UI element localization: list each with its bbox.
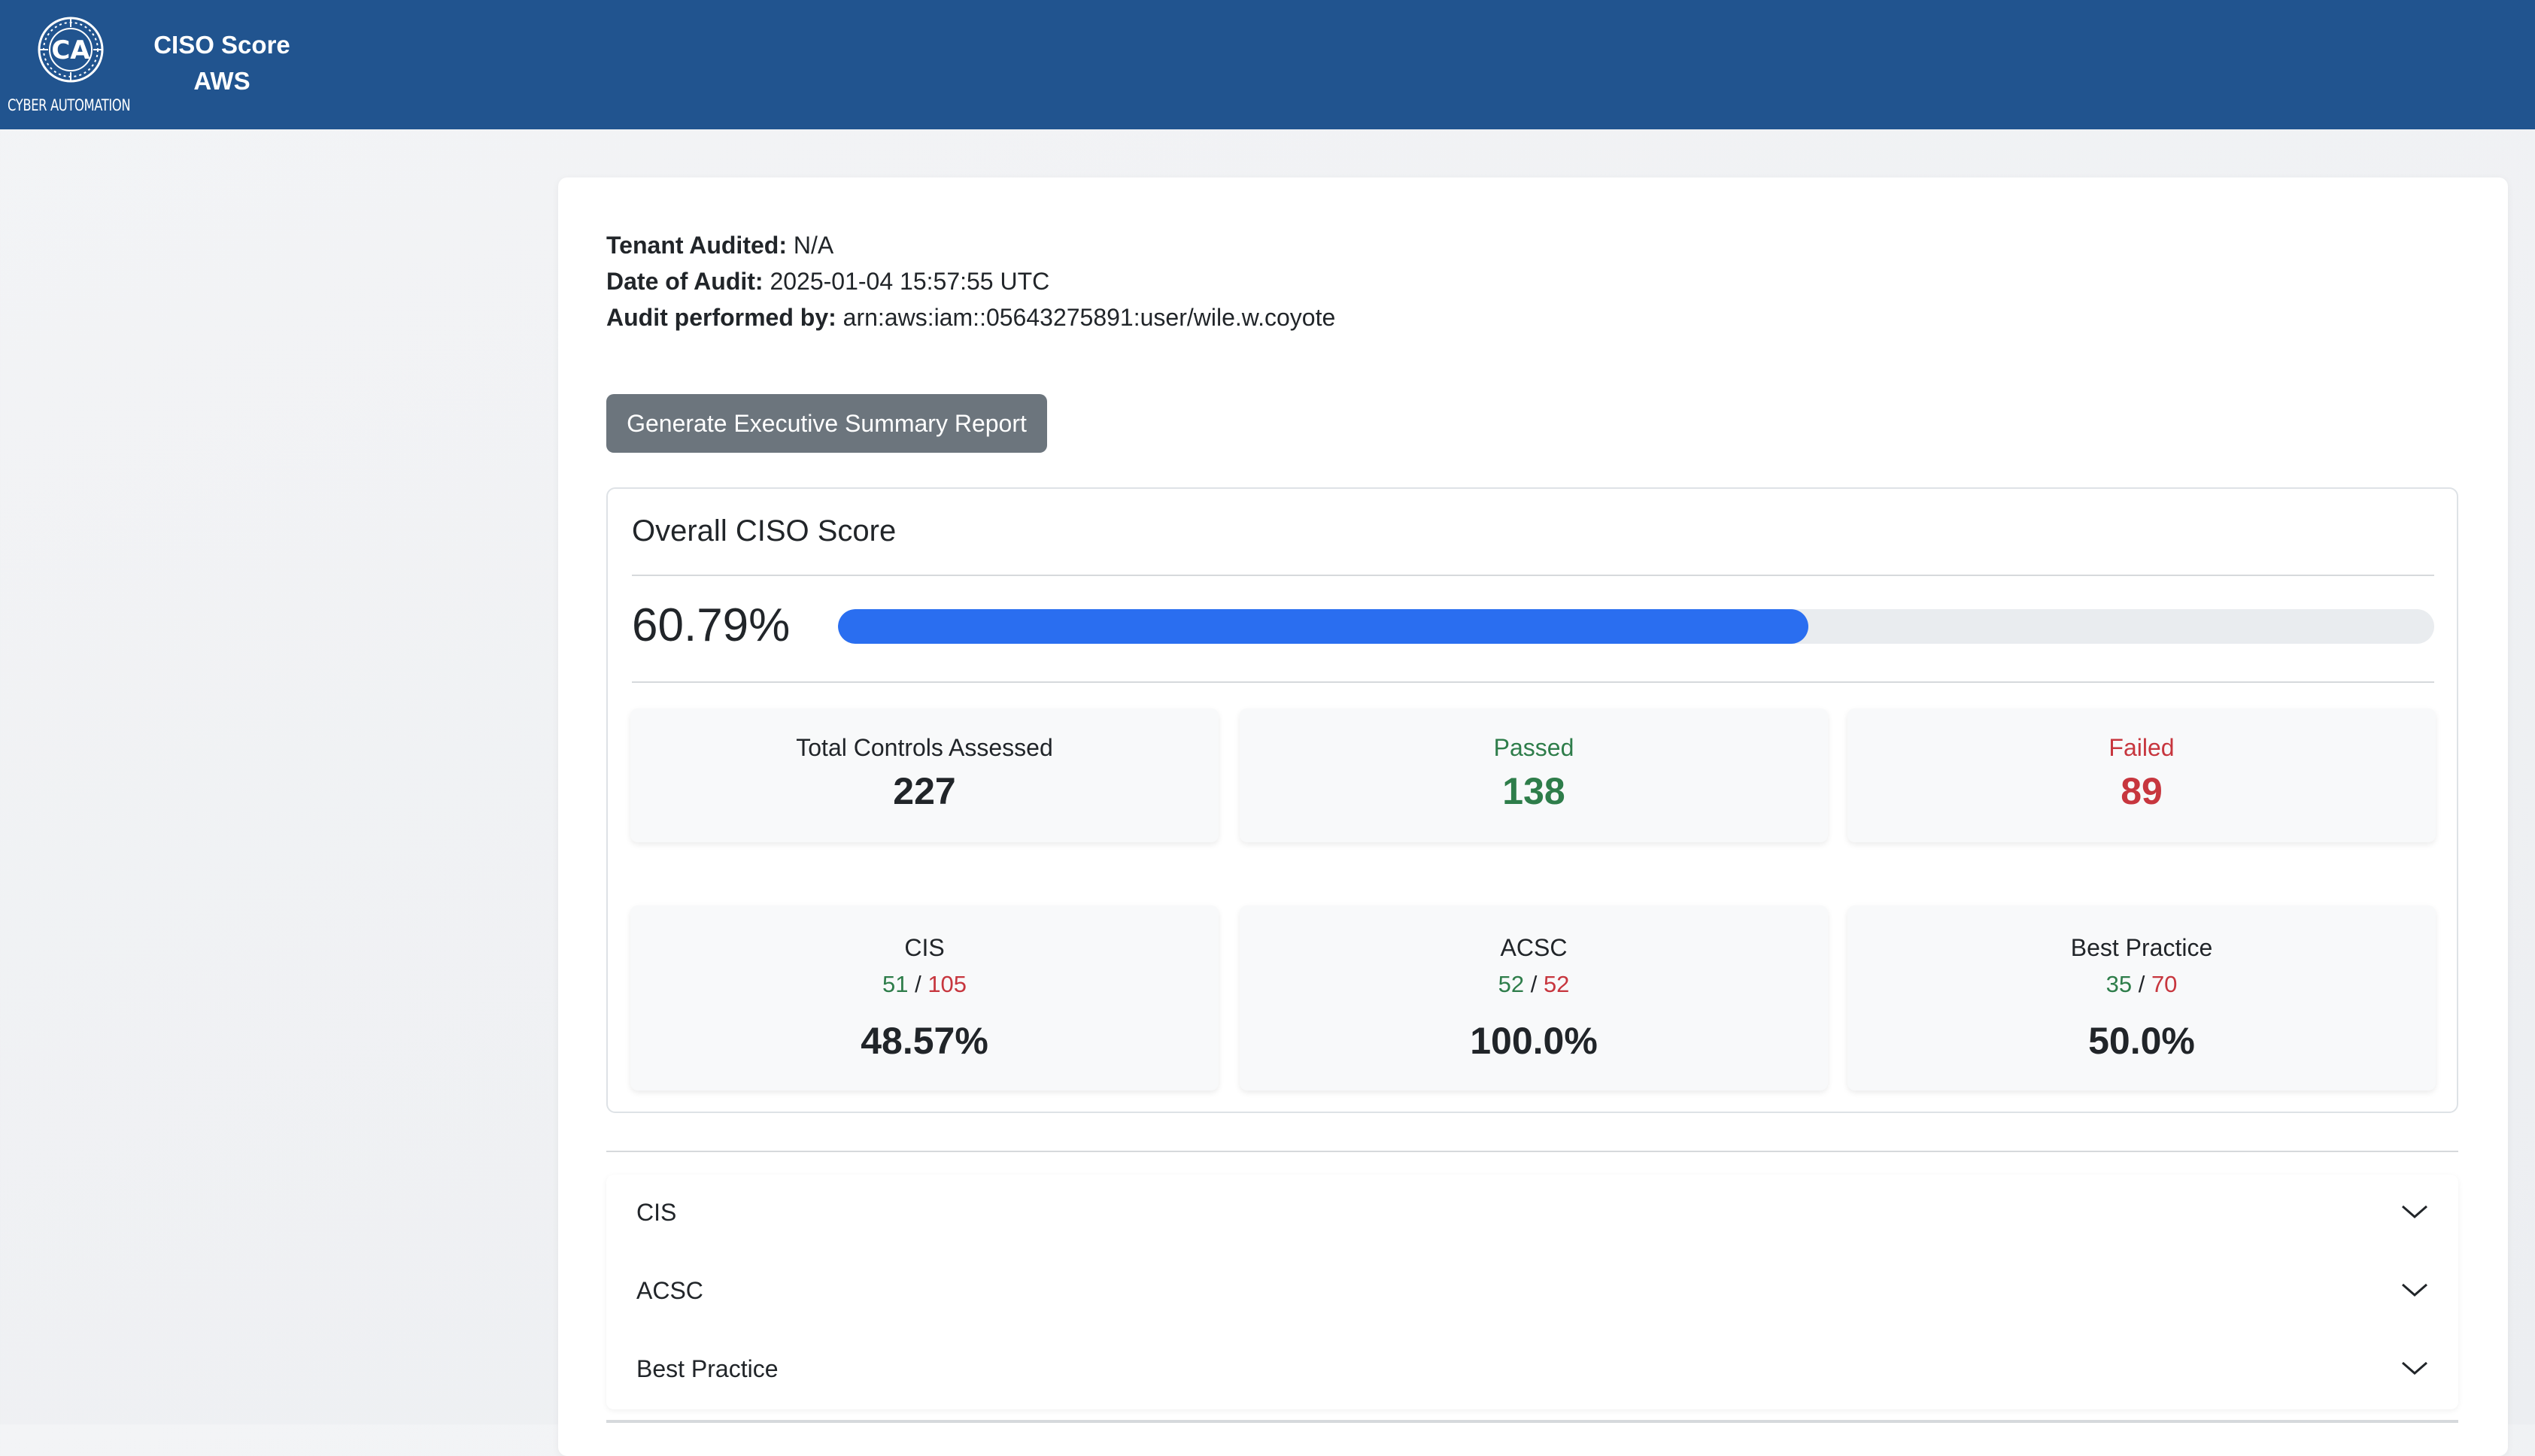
audit-metadata: Tenant Audited: N/A Date of Audit: 2025-… xyxy=(606,227,1335,335)
framework-percent: 48.57% xyxy=(861,1020,988,1062)
framework-accordion: CIS ACSC Best Practice xyxy=(606,1175,2458,1409)
performed-by-row: Audit performed by: arn:aws:iam::0564327… xyxy=(606,299,1335,335)
ratio-separator: / xyxy=(1530,971,1538,997)
panel-title: Overall CISO Score xyxy=(632,514,897,548)
framework-card-acsc: ACSC 52 / 52 100.0% xyxy=(1240,905,1828,1090)
accordion-label: ACSC xyxy=(636,1277,703,1304)
score-progress-fill xyxy=(838,609,1808,644)
ratio-separator: / xyxy=(915,971,921,997)
failed-card: Failed 89 xyxy=(1847,708,2436,842)
score-progress-bar xyxy=(838,609,2434,644)
chevron-down-icon xyxy=(2402,1361,2427,1375)
framework-percent: 100.0% xyxy=(1470,1020,1598,1062)
generate-executive-summary-button[interactable]: Generate Executive Summary Report xyxy=(606,394,1047,453)
framework-card-best-practice: Best Practice 35 / 70 50.0% xyxy=(1847,905,2436,1090)
framework-passed: 52 xyxy=(1498,971,1525,997)
overall-score-percent: 60.79% xyxy=(632,599,791,651)
date-label: Date of Audit: xyxy=(606,268,764,295)
app-title-line2: AWS xyxy=(193,67,250,95)
total-controls-label: Total Controls Assessed xyxy=(796,734,1053,761)
failed-label: Failed xyxy=(2108,734,2175,761)
failed-value: 89 xyxy=(2121,770,2163,812)
svg-text:CA: CA xyxy=(51,35,90,65)
framework-passed: 35 xyxy=(2105,971,2133,997)
accordion-item-best-practice[interactable]: Best Practice xyxy=(606,1331,2458,1409)
passed-card: Passed 138 xyxy=(1240,708,1828,842)
cyber-automation-logo[interactable]: CA CYBER AUTOMATION xyxy=(8,8,135,120)
framework-passed: 51 xyxy=(882,971,909,997)
performed-by-label: Audit performed by: xyxy=(606,304,836,331)
framework-card-cis: CIS 51 / 105 48.57% xyxy=(630,905,1219,1090)
passed-label: Passed xyxy=(1493,734,1574,761)
total-controls-card: Total Controls Assessed 227 xyxy=(630,708,1219,842)
framework-name: Best Practice xyxy=(2070,934,2213,961)
performed-by-value: arn:aws:iam::05643275891:user/wile.w.coy… xyxy=(842,304,1336,331)
app-title-line1: CISO Score xyxy=(153,31,290,59)
section-divider xyxy=(606,1151,2458,1152)
framework-ratio: 51 / 105 xyxy=(630,971,1219,998)
divider xyxy=(632,575,2434,576)
bottom-divider xyxy=(606,1420,2458,1423)
accordion-item-acsc[interactable]: ACSC xyxy=(606,1253,2458,1331)
logo-text: CYBER AUTOMATION xyxy=(8,96,131,114)
framework-name: ACSC xyxy=(1500,934,1568,961)
framework-name: CIS xyxy=(904,934,945,961)
passed-value: 138 xyxy=(1502,770,1565,812)
tenant-value: N/A xyxy=(793,232,834,259)
date-row: Date of Audit: 2025-01-04 15:57:55 UTC xyxy=(606,263,1335,299)
overall-score-panel: Overall CISO Score 60.79% Total Controls… xyxy=(606,487,2458,1113)
framework-total: 70 xyxy=(2151,971,2178,997)
tenant-label: Tenant Audited: xyxy=(606,232,787,259)
accordion-label: Best Practice xyxy=(636,1355,779,1382)
ca-emblem-icon: CA xyxy=(38,17,104,83)
accordion-label: CIS xyxy=(636,1199,677,1226)
framework-total: 52 xyxy=(1543,971,1570,997)
total-controls-value: 227 xyxy=(893,770,956,812)
date-value: 2025-01-04 15:57:55 UTC xyxy=(770,268,1050,295)
framework-total: 105 xyxy=(927,971,967,997)
app-title[interactable]: CISO Score AWS xyxy=(143,27,301,99)
top-navbar: CA CYBER AUTOMATION CISO Score AWS xyxy=(0,0,2535,129)
accordion-item-cis[interactable]: CIS xyxy=(606,1175,2458,1253)
ratio-separator: / xyxy=(2138,971,2145,997)
framework-ratio: 52 / 52 xyxy=(1240,971,1828,998)
chevron-down-icon xyxy=(2402,1205,2427,1218)
framework-percent: 50.0% xyxy=(2088,1020,2195,1062)
divider xyxy=(632,681,2434,683)
tenant-row: Tenant Audited: N/A xyxy=(606,227,1335,263)
chevron-down-icon xyxy=(2402,1283,2427,1297)
framework-ratio: 35 / 70 xyxy=(1847,971,2436,998)
